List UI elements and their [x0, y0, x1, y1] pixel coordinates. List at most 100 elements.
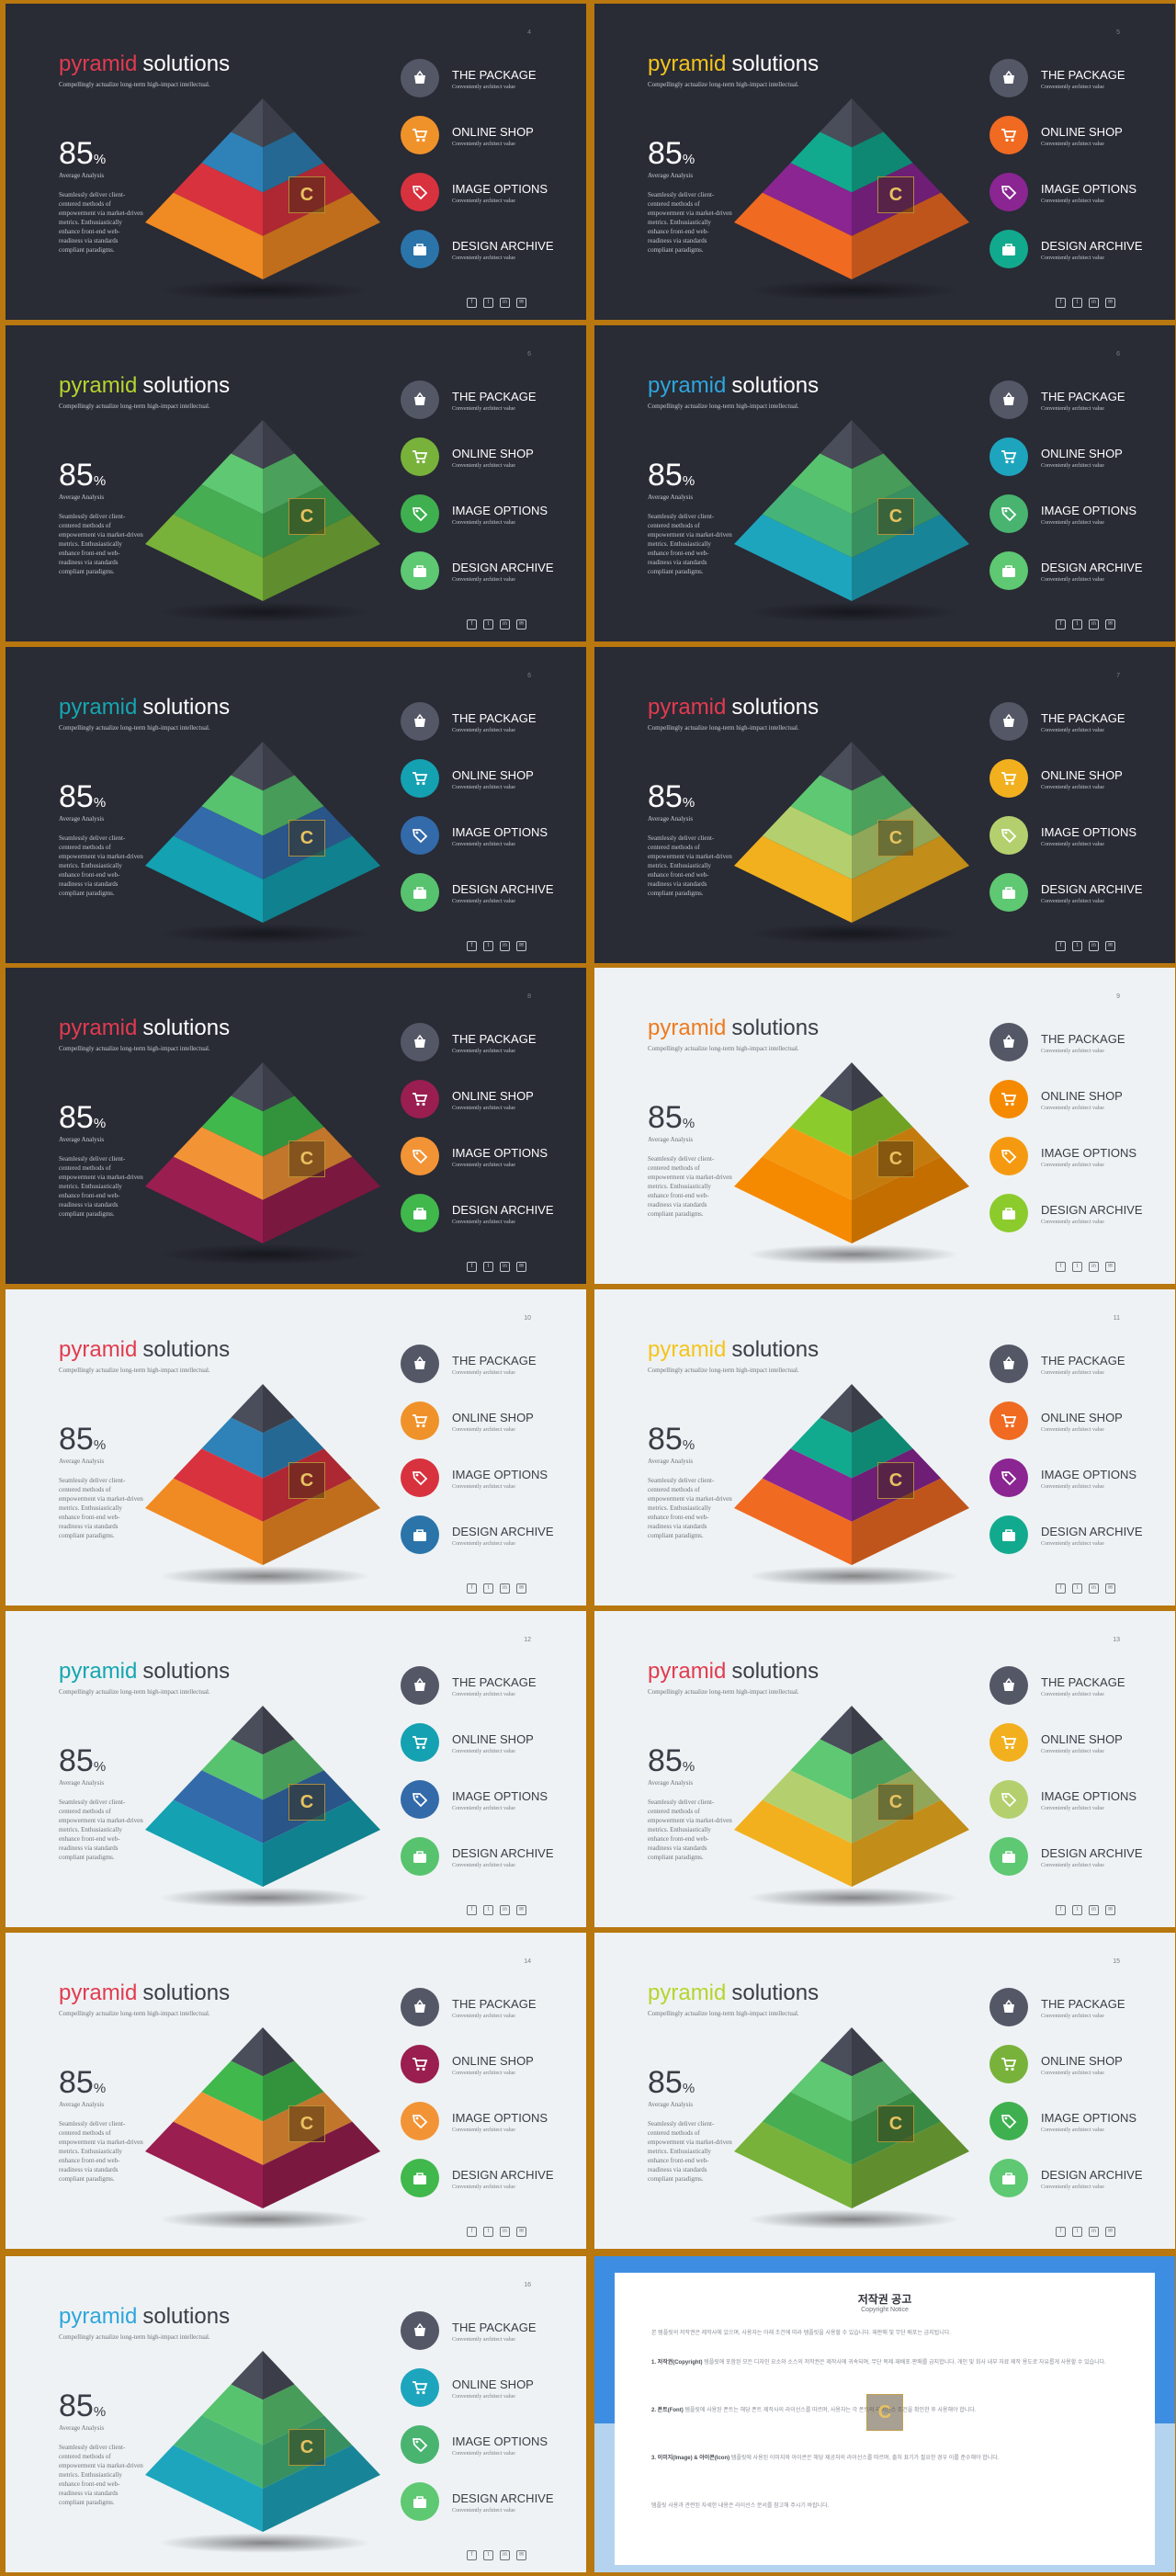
linkedin-icon[interactable]: in	[500, 298, 510, 308]
linkedin-icon[interactable]: in	[500, 2550, 510, 2560]
pyramid-shadow	[159, 2533, 370, 2553]
mail-icon[interactable]: ✉	[516, 298, 526, 308]
facebook-icon[interactable]: f	[1056, 1262, 1066, 1272]
linkedin-icon[interactable]: in	[1089, 1905, 1099, 1915]
pyramid-graphic	[734, 742, 969, 944]
item-title: ONLINE SHOP	[452, 125, 534, 139]
social-links: f t in ✉	[467, 1262, 531, 1273]
twitter-icon[interactable]: t	[483, 1583, 493, 1594]
item-subtitle: Conveniently architect value	[452, 142, 515, 147]
linkedin-icon[interactable]: in	[1089, 298, 1099, 308]
mail-icon[interactable]: ✉	[516, 1905, 526, 1915]
item-2: ONLINE SHOP Conveniently architect value	[989, 759, 1164, 805]
item-subtitle: Conveniently architect value	[452, 2128, 515, 2133]
pyramid-tier-2-left-face	[790, 453, 852, 515]
twitter-icon[interactable]: t	[483, 2227, 493, 2237]
facebook-icon[interactable]: f	[1056, 298, 1066, 308]
facebook-icon[interactable]: f	[1056, 1905, 1066, 1915]
body-text: Seamlessly deliver client-centered metho…	[59, 1477, 143, 1539]
item-title: DESIGN ARCHIVE	[452, 2168, 554, 2182]
linkedin-icon[interactable]: in	[500, 1905, 510, 1915]
linkedin-icon[interactable]: in	[500, 1262, 510, 1272]
linkedin-icon[interactable]: in	[1089, 1583, 1099, 1594]
twitter-icon[interactable]: t	[483, 2550, 493, 2560]
twitter-icon[interactable]: t	[483, 941, 493, 951]
linkedin-icon[interactable]: in	[500, 941, 510, 951]
item-2: ONLINE SHOP Conveniently architect value	[989, 2045, 1164, 2091]
mail-icon[interactable]: ✉	[516, 619, 526, 630]
twitter-icon[interactable]: t	[1072, 1905, 1082, 1915]
facebook-icon[interactable]: f	[467, 298, 477, 308]
mail-icon[interactable]: ✉	[1105, 2227, 1115, 2237]
mail-icon[interactable]: ✉	[1105, 1262, 1115, 1272]
pyramid-tier-2-left-face	[201, 1739, 263, 1800]
pyramid-shadow	[159, 2209, 370, 2230]
item-subtitle: Conveniently architect value	[1041, 1220, 1104, 1225]
facebook-icon[interactable]: f	[1056, 1583, 1066, 1594]
mail-icon[interactable]: ✉	[516, 1583, 526, 1594]
mail-icon[interactable]: ✉	[516, 2550, 526, 2560]
mail-icon[interactable]: ✉	[1105, 619, 1115, 630]
facebook-icon[interactable]: f	[467, 2227, 477, 2237]
mail-icon[interactable]: ✉	[1105, 1583, 1115, 1594]
item-subtitle: Conveniently architect value	[452, 1106, 515, 1111]
linkedin-icon[interactable]: in	[500, 1583, 510, 1594]
pyramid-tier-2-right-face	[852, 1417, 913, 1479]
facebook-icon[interactable]: f	[467, 2550, 477, 2560]
twitter-icon[interactable]: t	[1072, 941, 1082, 951]
slide: 14 pyramid solutions Compellingly actualize…	[6, 1933, 586, 2249]
copyright-title: 저작권 공고	[857, 2293, 912, 2306]
slide: 6 pyramid solutions Compellingly actualize …	[6, 325, 586, 641]
facebook-icon[interactable]: f	[467, 1905, 477, 1915]
twitter-icon[interactable]: t	[1072, 2227, 1082, 2237]
slide-title: pyramid solutions	[648, 695, 819, 721]
linkedin-icon[interactable]: in	[1089, 941, 1099, 951]
item-subtitle: Conveniently architect value	[452, 406, 515, 412]
pyramid-tier-4-left-face	[734, 192, 852, 279]
slide-subtitle: Compellingly actualize long-term high-im…	[59, 1688, 210, 1696]
twitter-icon[interactable]: t	[483, 298, 493, 308]
page-number: 12	[524, 1637, 531, 1643]
linkedin-icon[interactable]: in	[1089, 619, 1099, 630]
facebook-icon[interactable]: f	[467, 941, 477, 951]
item-circle	[401, 2102, 439, 2140]
facebook-icon[interactable]: f	[467, 1262, 477, 1272]
percent-unit: %	[682, 1759, 695, 1775]
item-title: ONLINE SHOP	[452, 447, 534, 460]
pyramid: C	[134, 415, 391, 636]
mail-icon[interactable]: ✉	[516, 2227, 526, 2237]
twitter-icon[interactable]: t	[1072, 619, 1082, 630]
pyramid-tier-4-right-face	[263, 1799, 380, 1887]
mail-icon[interactable]: ✉	[1105, 298, 1115, 308]
mail-icon[interactable]: ✉	[1105, 1905, 1115, 1915]
twitter-icon[interactable]: t	[483, 619, 493, 630]
percent-label: Average Analysis	[59, 1779, 105, 1787]
pyramid-tier-3-left-face	[173, 484, 263, 558]
linkedin-icon[interactable]: in	[500, 2227, 510, 2237]
mail-icon[interactable]: ✉	[1105, 941, 1115, 951]
facebook-icon[interactable]: f	[1056, 2227, 1066, 2237]
linkedin-icon[interactable]: in	[1089, 1262, 1099, 1272]
slide-title: pyramid solutions	[648, 373, 819, 399]
slide-title: pyramid solutions	[648, 1016, 819, 1041]
mail-icon[interactable]: ✉	[516, 1262, 526, 1272]
slide-subtitle: Compellingly actualize long-term high-im…	[59, 2010, 210, 2017]
mail-icon[interactable]: ✉	[516, 941, 526, 951]
facebook-icon[interactable]: f	[1056, 619, 1066, 630]
twitter-icon[interactable]: t	[1072, 298, 1082, 308]
twitter-icon[interactable]: t	[1072, 1262, 1082, 1272]
slide: 4 pyramid solutions Compellingly actualize …	[6, 4, 586, 320]
percent-stat: 85%	[59, 458, 106, 494]
twitter-icon[interactable]: t	[1072, 1583, 1082, 1594]
page-number: 7	[1116, 673, 1120, 679]
twitter-icon[interactable]: t	[483, 1905, 493, 1915]
facebook-icon[interactable]: f	[467, 619, 477, 630]
section-text: 템플릿에 포함된 모든 디자인 요소와 소스의 저작권은 제작사에 귀속되며, …	[704, 2360, 1106, 2366]
item-title: ONLINE SHOP	[452, 2054, 534, 2068]
linkedin-icon[interactable]: in	[500, 619, 510, 630]
facebook-icon[interactable]: f	[1056, 941, 1066, 951]
pyramid-tier-4-right-face	[852, 835, 969, 923]
twitter-icon[interactable]: t	[483, 1262, 493, 1272]
linkedin-icon[interactable]: in	[1089, 2227, 1099, 2237]
facebook-icon[interactable]: f	[467, 1583, 477, 1594]
